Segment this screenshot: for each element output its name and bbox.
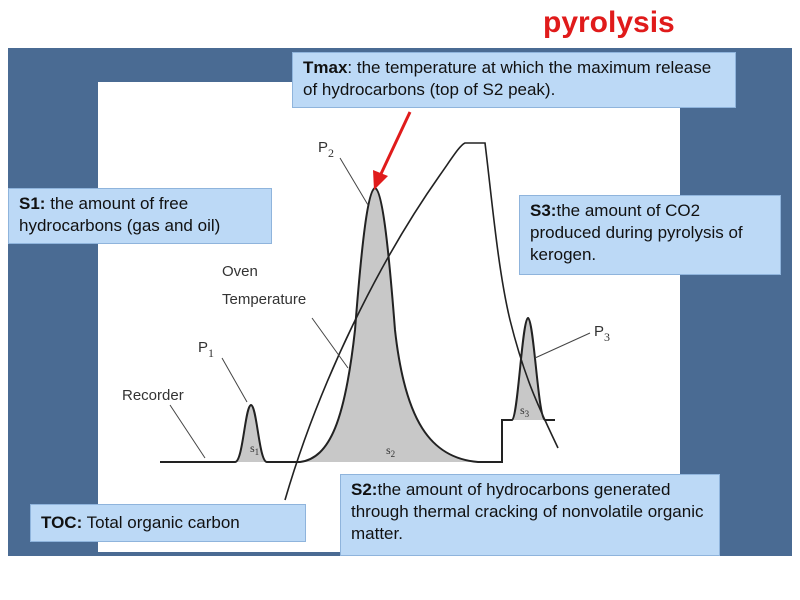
toc-text: Total organic carbon: [82, 513, 240, 532]
p2-label: P2: [318, 139, 334, 160]
tmax-arrowhead: [373, 170, 388, 190]
s1-term: S1:: [19, 194, 46, 213]
oven-temperature-curve: [284, 142, 559, 501]
s3-peak: [512, 318, 545, 420]
recorder-trace: [160, 186, 555, 463]
temperature-label: Temperature: [222, 291, 306, 308]
s3-text: the amount of CO2 produced during pyroly…: [530, 201, 743, 264]
toc-callout: TOC: Total organic carbon: [30, 504, 306, 542]
s2-term: S2:: [351, 480, 378, 499]
p1-leader: [221, 357, 248, 403]
tmax-term: Tmax: [303, 58, 348, 77]
p3-label: P3: [594, 323, 610, 344]
tmax-callout: Tmax: the temperature at which the maxim…: [292, 52, 736, 108]
tmax-arrow: [378, 111, 412, 177]
tmax-text: : the temperature at which the maximum r…: [303, 58, 712, 99]
s3-callout: S3:the amount of CO2 produced during pyr…: [519, 195, 781, 275]
s3-peak-label: s3: [520, 403, 530, 419]
p2-leader: [339, 157, 369, 206]
oven-label: Oven: [222, 263, 258, 280]
p3-leader: [534, 332, 591, 359]
recorder-label: Recorder: [122, 387, 184, 404]
s1-peak: [235, 405, 267, 462]
temperature-leader: [311, 317, 349, 369]
s2-callout: S2:the amount of hydrocarbons generated …: [340, 474, 720, 556]
s1-peak-label: s1: [250, 441, 259, 457]
recorder-leader: [169, 404, 206, 459]
p1-label: P1: [198, 339, 214, 360]
toc-term: TOC:: [41, 513, 83, 532]
s2-peak: [300, 188, 478, 462]
s3-term: S3:: [530, 201, 557, 220]
s1-text: the amount of free hydrocarbons (gas and…: [19, 194, 221, 235]
s1-callout: S1: the amount of free hydrocarbons (gas…: [8, 188, 272, 244]
page-title: pyrolysis: [543, 6, 675, 39]
s2-text: the amount of hydrocarbons generated thr…: [351, 480, 704, 543]
s2-peak-label: s2: [386, 443, 395, 459]
